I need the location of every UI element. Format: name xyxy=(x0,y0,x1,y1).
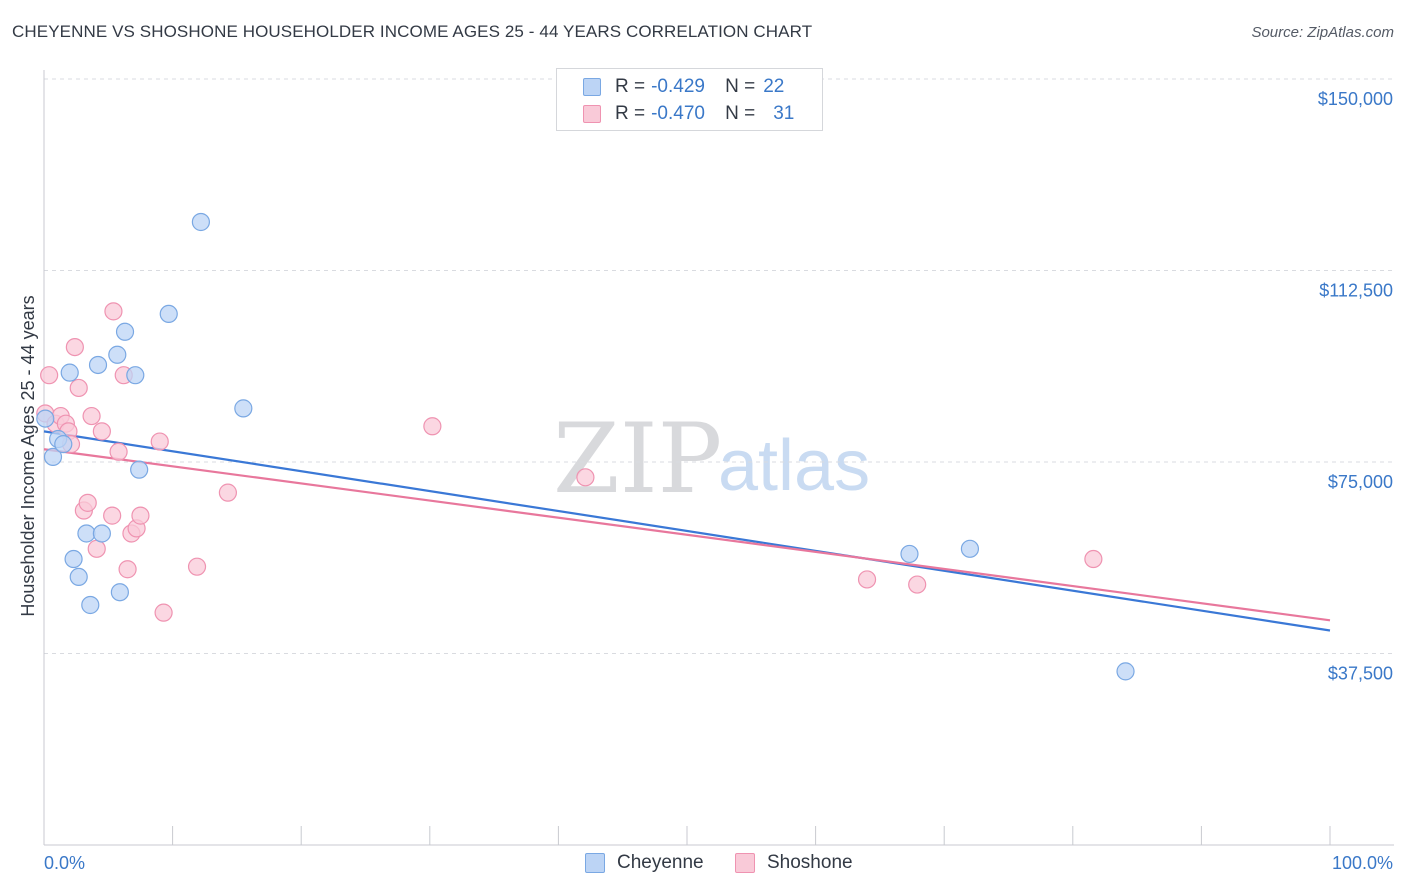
trend-lines xyxy=(43,430,1331,632)
shoshone-trend-line xyxy=(43,448,1331,622)
cheyenne-point xyxy=(54,435,73,454)
cheyenne-point xyxy=(92,524,111,543)
cheyenne-trend-line xyxy=(43,430,1331,632)
r-value: -0.429 xyxy=(651,76,705,97)
watermark-zip: ZIP xyxy=(553,403,722,515)
legend-item-shoshone: Shoshone xyxy=(735,852,853,874)
cheyenne-point xyxy=(43,447,63,466)
x-ticks xyxy=(43,826,1331,845)
y-tick-label: $150,000 xyxy=(1318,89,1393,109)
cheyenne-point xyxy=(88,355,108,375)
cheyenne-point xyxy=(69,567,88,587)
correlation-legend: R = -0.429 N = 22 R = -0.470 N = 31 xyxy=(556,68,823,131)
r-label: R = xyxy=(615,76,646,97)
n-value: 31 xyxy=(773,103,795,124)
x-tick-label-start: 0.0% xyxy=(44,853,85,873)
shoshone-point xyxy=(118,560,137,579)
cheyenne-legend-label: Cheyenne xyxy=(617,852,704,873)
shoshone-point xyxy=(65,338,84,357)
cheyenne-point xyxy=(115,322,135,341)
cheyenne-point xyxy=(77,524,96,543)
n-label: N = xyxy=(725,76,756,97)
cheyenne-point xyxy=(1116,662,1135,681)
legend-row-cheyenne: R = -0.429 N = 22 xyxy=(583,75,784,99)
grid-lines xyxy=(44,78,1394,654)
shoshone-legend-label: Shoshone xyxy=(767,852,853,873)
cheyenne-point xyxy=(191,212,210,232)
series-legend: Cheyenne Shoshone xyxy=(0,852,1406,878)
shoshone-point xyxy=(423,417,442,436)
shoshone-legend-swatch xyxy=(735,853,755,873)
shoshone-point xyxy=(87,539,106,558)
cheyenne-point xyxy=(234,399,253,418)
cheyenne-point xyxy=(960,539,980,558)
legend-row-shoshone: R = -0.470 N = 31 xyxy=(583,102,794,126)
shoshone-point xyxy=(103,506,122,525)
shoshone-swatch xyxy=(583,105,601,123)
cheyenne-swatch xyxy=(583,78,601,96)
shoshone-point xyxy=(154,603,173,622)
shoshone-point xyxy=(82,406,101,426)
cheyenne-point xyxy=(900,544,919,564)
x-tick-label-end: 100.0% xyxy=(1332,853,1393,873)
shoshone-point xyxy=(78,493,97,512)
cheyenne-point xyxy=(126,366,145,385)
cheyenne-point xyxy=(81,595,100,615)
shoshone-point xyxy=(857,570,877,589)
y-tick-label: $112,500 xyxy=(1319,281,1393,301)
cheyenne-point xyxy=(64,549,83,569)
shoshone-point xyxy=(1084,549,1103,569)
source-credit: Source: ZipAtlas.com xyxy=(1251,24,1394,41)
y-tick-label: $37,500 xyxy=(1328,664,1393,684)
shoshone-point xyxy=(131,506,150,525)
y-tick-label: $75,000 xyxy=(1328,472,1393,492)
n-label: N = xyxy=(725,103,756,124)
y-axis-label: Householder Income Ages 25 - 44 years xyxy=(18,295,38,616)
cheyenne-point xyxy=(110,583,129,602)
shoshone-point xyxy=(218,483,237,502)
shoshone-point xyxy=(109,442,128,461)
cheyenne-point xyxy=(108,345,127,364)
shoshone-point xyxy=(69,378,88,398)
shoshone-point xyxy=(104,302,123,321)
shoshone-point xyxy=(40,366,59,385)
data-points xyxy=(36,212,1135,681)
cheyenne-point xyxy=(36,409,55,428)
shoshone-point xyxy=(576,468,595,487)
cheyenne-point xyxy=(159,304,178,324)
legend-item-cheyenne: Cheyenne xyxy=(585,852,704,874)
r-value: -0.470 xyxy=(651,103,705,124)
n-value: 22 xyxy=(763,76,785,97)
x-tick-labels: 0.0% 100.0% xyxy=(44,853,1393,873)
shoshone-point xyxy=(908,575,927,594)
cheyenne-point xyxy=(60,363,79,382)
watermark-atlas: atlas xyxy=(718,426,870,506)
chart-title: CHEYENNE VS SHOSHONE HOUSEHOLDER INCOME … xyxy=(12,22,813,41)
watermark: ZIP atlas xyxy=(553,403,870,515)
y-tick-labels: $37,500 $75,000 $112,500 $150,000 xyxy=(1318,89,1393,684)
shoshone-point xyxy=(187,557,207,576)
cheyenne-point xyxy=(130,460,149,479)
cheyenne-legend-swatch xyxy=(585,853,605,873)
r-label: R = xyxy=(615,103,646,124)
shoshone-point xyxy=(150,432,169,451)
shoshone-point xyxy=(92,422,111,441)
